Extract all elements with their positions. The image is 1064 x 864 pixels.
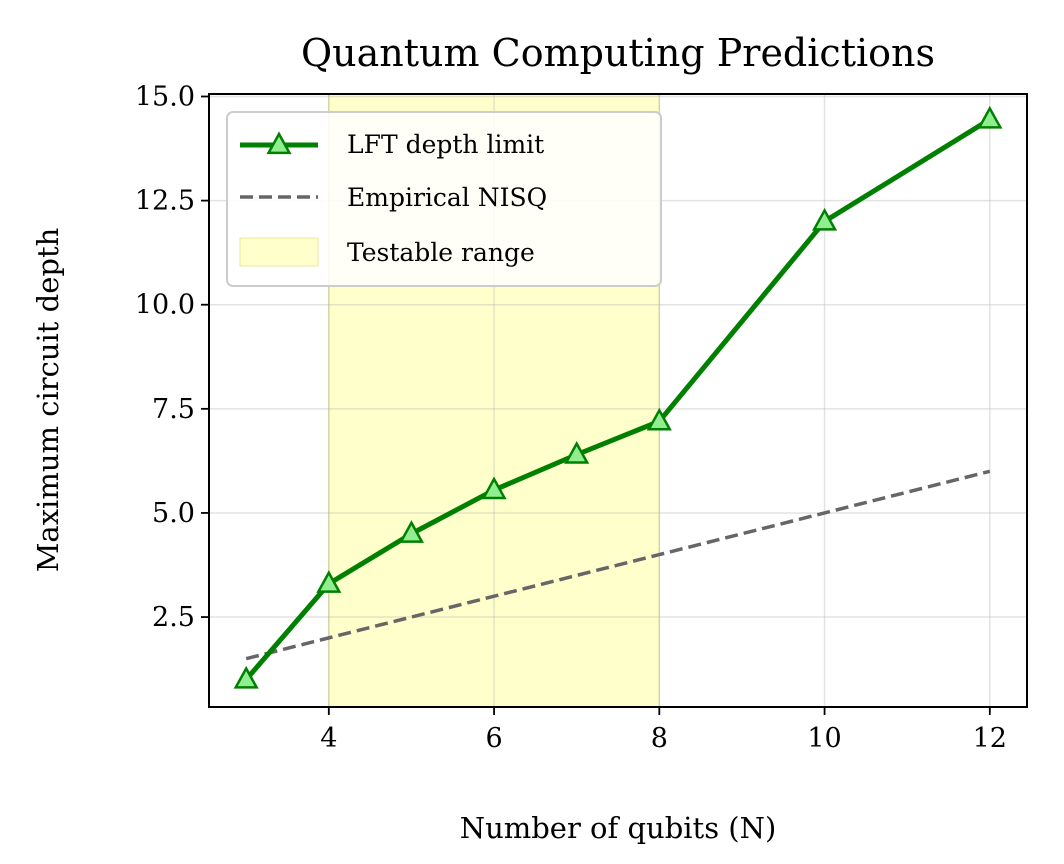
- lft-depth-limit-point: [398, 520, 425, 543]
- legend-range-label: Testable range: [347, 238, 535, 267]
- y-tick-label: 10.0: [135, 290, 195, 321]
- y-tick-label: 5.0: [152, 498, 195, 529]
- lft-depth-limit-point: [646, 407, 672, 431]
- x-tick-label: 4: [320, 723, 337, 754]
- lft-depth-limit-point: [316, 570, 342, 593]
- legend-nisq-label: Empirical NISQ: [347, 183, 547, 212]
- lft-depth-limit-point: [564, 441, 590, 464]
- legend-lft-marker: [266, 131, 292, 155]
- y-tick-label: 12.5: [135, 186, 195, 217]
- legend-box: [226, 111, 662, 287]
- lft-depth-limit-point: [977, 105, 1003, 129]
- y-tick-label: 2.5: [152, 602, 195, 633]
- x-tick-label: 10: [807, 723, 841, 754]
- legend-range-swatch: [239, 237, 319, 267]
- lft-depth-limit-point: [481, 476, 507, 500]
- x-tick-label: 8: [651, 723, 668, 754]
- legend-lft-label: LFT depth limit: [347, 130, 544, 159]
- lft-depth-limit-point: [811, 207, 838, 231]
- plot-frame: [208, 93, 1028, 708]
- x-tick-label: 12: [973, 723, 1007, 754]
- x-tick-label: 6: [485, 723, 502, 754]
- empirical-nisq-line: [245, 469, 991, 661]
- x-axis-label: Number of qubits (N): [460, 811, 777, 845]
- y-tick-label: 7.5: [152, 394, 195, 425]
- y-axis-label: Maximum circuit depth: [31, 228, 65, 573]
- y-tick-label: 15.0: [135, 81, 195, 112]
- lft-depth-limit-line: [244, 117, 992, 682]
- chart-title: Quantum Computing Predictions: [301, 31, 935, 75]
- lft-depth-limit-point: [233, 665, 259, 689]
